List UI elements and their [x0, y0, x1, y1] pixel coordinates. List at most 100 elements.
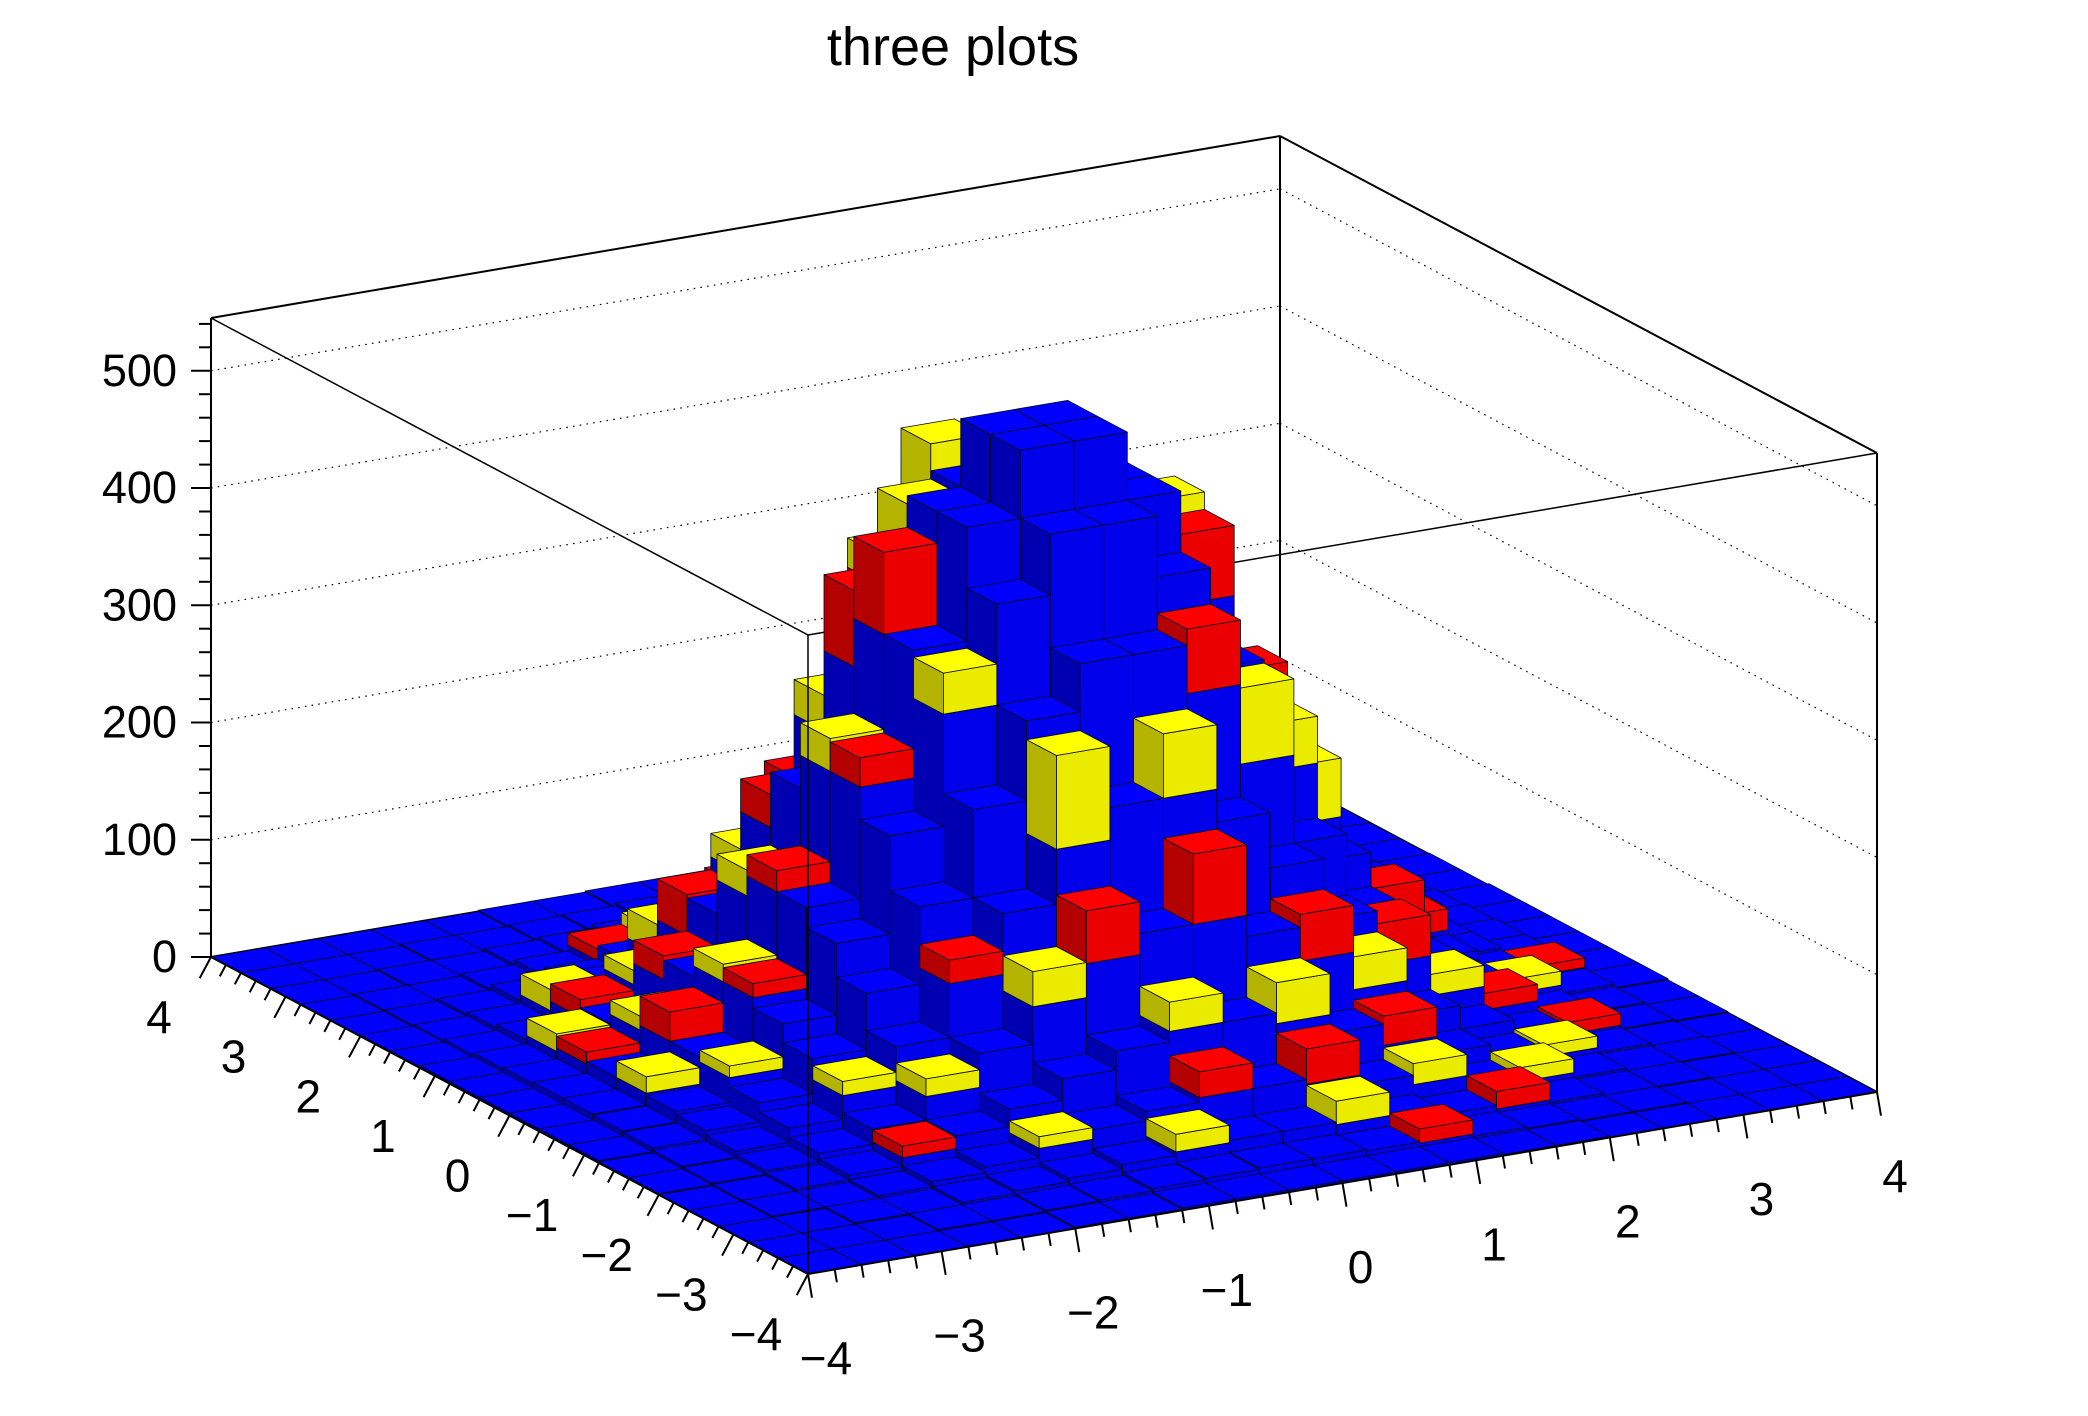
y-tick-label: 0 [445, 1150, 471, 1202]
x-minor-tick [1822, 1100, 1827, 1115]
bar-front-face [1192, 844, 1248, 925]
floor-tile-or-bar-top [966, 578, 1051, 605]
x-minor-tick [887, 1260, 892, 1274]
bar-top-face [693, 938, 778, 965]
x-minor-tick [1020, 1237, 1025, 1251]
x-minor-tick [1849, 1096, 1854, 1110]
floor-tile-or-bar-top [931, 1177, 1016, 1203]
floor-tile-or-bar-top [1092, 1139, 1177, 1165]
wall-gridline [1279, 305, 1878, 624]
floor-tile-or-bar-top [1032, 1053, 1117, 1080]
wall-gridline [1279, 539, 1878, 859]
y-minor-tick [562, 1146, 571, 1160]
bar-top-face [550, 974, 635, 1000]
bar-front-face [1085, 901, 1141, 965]
x-minor-tick [1662, 1128, 1667, 1142]
floor-tile-or-bar-top [735, 1145, 820, 1172]
bar-top-face [1145, 1109, 1230, 1135]
x-minor-tick [1101, 1223, 1106, 1237]
x-minor-tick [1288, 1191, 1293, 1206]
x-tick-label: 3 [1749, 1173, 1775, 1225]
x-minor-tick [1314, 1187, 1319, 1201]
x-minor-tick [1234, 1201, 1239, 1215]
y-minor-tick [592, 1162, 600, 1175]
floor-tile-or-bar-top [996, 695, 1081, 722]
floor-tile-or-bar-top [806, 918, 891, 944]
bar-top-face [800, 713, 885, 739]
bar-top-face [1133, 708, 1218, 735]
y-minor-tick [607, 1170, 615, 1183]
floor-tile-or-bar-top [592, 1105, 677, 1132]
floor-tile-or-bar-top [955, 1141, 1040, 1168]
bar-top-face [1537, 997, 1622, 1023]
floor-tile-or-bar-top [979, 1083, 1064, 1110]
x-minor-tick [1154, 1214, 1159, 1228]
bar-top-face [556, 1026, 641, 1053]
floor-tile-or-bar-top [925, 1110, 1010, 1137]
bar-top-face [1056, 885, 1141, 912]
bar-top-face [1383, 1038, 1468, 1064]
y-minor-tick [636, 1186, 645, 1199]
bar-top-face [1269, 889, 1354, 915]
floor-tile-or-bar-top [949, 1028, 1034, 1054]
bar-top-face [1246, 957, 1331, 984]
floor-tile-or-bar-top [1115, 1086, 1200, 1112]
y-minor-tick [771, 1257, 779, 1271]
floor-tile-or-bar-top [562, 1088, 647, 1115]
bar-top-face [746, 845, 831, 872]
x-minor-tick [1635, 1132, 1640, 1146]
floor-tile-or-bar-top [568, 1135, 653, 1162]
bar-top-face [1306, 1075, 1391, 1102]
floor-tile-or-bar-top [990, 424, 1075, 451]
floor-tile-or-bar-top [1068, 1174, 1153, 1201]
y-tick-label: 2 [296, 1070, 322, 1122]
y-minor-tick [413, 1067, 421, 1080]
x-tick-label: 2 [1615, 1196, 1641, 1248]
y-minor-tick [293, 1004, 302, 1017]
y-tick-label: 4 [146, 991, 172, 1043]
floor-tile-or-bar-top [759, 1102, 844, 1129]
floor-tile-or-bar-top [1228, 1142, 1314, 1169]
y-minor-tick [696, 1218, 705, 1231]
x-major-tick [1074, 1228, 1081, 1253]
y-minor-tick [218, 964, 227, 977]
x-tick-label: −2 [1067, 1287, 1119, 1339]
x-minor-tick [967, 1246, 972, 1260]
x-tick-label: −4 [800, 1332, 852, 1384]
bar-top-face [872, 1120, 957, 1147]
bar-top-face [853, 527, 938, 553]
floor-tile-or-bar-top [1038, 1153, 1123, 1179]
floor-tile-or-bar-top [1049, 638, 1134, 665]
x-minor-tick [1395, 1173, 1400, 1187]
floor-tile-or-bar-top [1151, 1182, 1236, 1209]
x-tick-label: −1 [1201, 1264, 1253, 1316]
x-major-tick [1207, 1205, 1214, 1230]
bar-front-face [1163, 724, 1218, 799]
x-tick-label: 1 [1481, 1218, 1507, 1270]
bar-top-face [1163, 828, 1248, 855]
wall-gridline [1279, 188, 1878, 507]
bar-top-face [1513, 1019, 1598, 1046]
y-minor-tick [263, 988, 272, 1001]
y-major-tick [348, 1035, 362, 1058]
bar-top-face [812, 1056, 897, 1082]
bar-top-face [722, 958, 807, 984]
floor-tile-or-bar-top [1122, 1163, 1207, 1189]
y-minor-tick [248, 980, 257, 993]
y-major-tick [422, 1075, 436, 1098]
y-minor-tick [398, 1059, 406, 1072]
floor-tile-or-bar-top [883, 624, 968, 651]
bar-front-face [883, 542, 938, 635]
floor-tile-or-bar-top [1015, 1185, 1100, 1211]
z-tick-label: 100 [102, 814, 177, 865]
x-minor-tick [1715, 1119, 1720, 1133]
x-tick-label: 0 [1348, 1241, 1374, 1293]
bar-top-face [1156, 603, 1241, 630]
y-minor-tick [666, 1202, 675, 1215]
y-major-tick [572, 1154, 585, 1177]
floor-tile-or-bar-top [622, 1122, 707, 1149]
y-minor-tick [786, 1265, 794, 1279]
floor-tile-or-bar-top [908, 1204, 993, 1231]
